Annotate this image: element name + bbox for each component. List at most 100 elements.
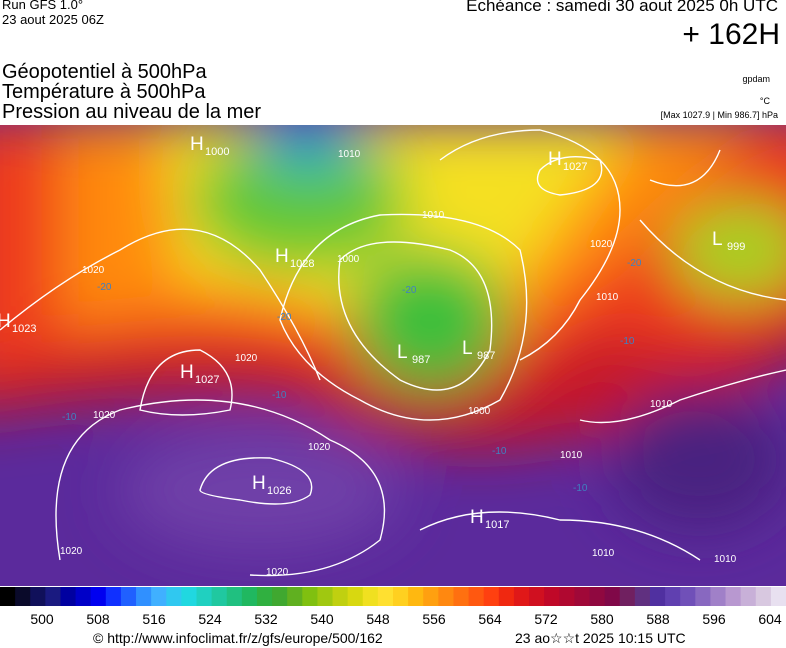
colorbar-swatch bbox=[317, 587, 334, 606]
center-type: L bbox=[397, 342, 408, 363]
colorbar-swatch bbox=[513, 587, 530, 606]
colorbar-swatch bbox=[151, 587, 167, 606]
colorbar-tick-label: 516 bbox=[142, 611, 166, 627]
colorbar-swatch bbox=[45, 587, 61, 606]
colorbar-tick-label: 588 bbox=[646, 611, 670, 627]
center-type: H bbox=[275, 246, 289, 267]
isobar-label: 1020 bbox=[60, 546, 83, 557]
colorbar-tick-label: 604 bbox=[758, 611, 782, 627]
colorbar-swatch bbox=[438, 587, 454, 606]
colorbar-swatch bbox=[649, 587, 666, 606]
center-value: 1017 bbox=[485, 519, 509, 531]
colorbar-tick-label: 564 bbox=[478, 611, 502, 627]
colorbar-swatch bbox=[634, 587, 651, 606]
colorbar-swatch bbox=[468, 587, 485, 606]
center-type: H bbox=[190, 134, 204, 155]
colorbar-swatch bbox=[755, 587, 772, 606]
center-type: H bbox=[252, 473, 266, 494]
colorbar-swatch bbox=[453, 587, 470, 606]
colorbar-swatch bbox=[710, 587, 727, 606]
isobar-label: 1010 bbox=[422, 210, 445, 221]
colorbar-swatch bbox=[287, 587, 303, 606]
colorbar-swatch bbox=[483, 587, 500, 606]
colorbar-swatch bbox=[574, 587, 590, 606]
colorbar-swatch bbox=[226, 587, 243, 606]
colorbar-swatch bbox=[302, 587, 318, 606]
isobar-label: 1010 bbox=[338, 149, 361, 160]
isobar-label: 1020 bbox=[590, 239, 613, 250]
colorbar-swatch bbox=[211, 587, 228, 606]
center-value: 1023 bbox=[12, 323, 36, 335]
unit: °C bbox=[759, 96, 770, 106]
temperature-label: -10 bbox=[62, 412, 77, 423]
colorbar-tick-label: 596 bbox=[702, 611, 726, 627]
colorbar-swatch bbox=[770, 587, 786, 606]
colorbar-swatch bbox=[75, 587, 92, 606]
colorbar-swatch bbox=[362, 587, 379, 606]
colorbar-swatch bbox=[393, 587, 409, 606]
colorbar-swatch bbox=[559, 587, 575, 606]
field: Géopotentiel à 500hPa bbox=[2, 61, 207, 83]
colorbar-swatch bbox=[589, 587, 606, 606]
colorbar-tick-label: 540 bbox=[310, 611, 334, 627]
isobar-label: 1010 bbox=[714, 554, 737, 565]
colorbar-swatch bbox=[166, 587, 182, 606]
colorbar-swatch bbox=[332, 587, 349, 606]
lead-time: + 162H bbox=[682, 18, 780, 51]
center-type: L bbox=[462, 338, 473, 359]
colorbar-swatch bbox=[725, 587, 742, 606]
colorbar-tick-label: 508 bbox=[86, 611, 110, 627]
echeance: Echéance : samedi 30 aout 2025 0h UTC bbox=[466, 0, 778, 15]
colorbar-tick-label: 532 bbox=[254, 611, 278, 627]
center-value: 1027 bbox=[563, 161, 587, 173]
colorbar-swatch bbox=[256, 587, 273, 606]
temperature-label: -10 bbox=[492, 446, 507, 457]
colorbar-swatch bbox=[181, 587, 197, 606]
center-value: 1027 bbox=[195, 374, 219, 386]
isobar-label: 1010 bbox=[560, 450, 583, 461]
colorbar-tick-label: 556 bbox=[422, 611, 446, 627]
center-type: L bbox=[712, 229, 723, 250]
colorbar-swatch bbox=[498, 587, 515, 606]
colorbar-swatch bbox=[272, 587, 288, 606]
temperature-label: -10 bbox=[620, 336, 635, 347]
colorbar-swatch bbox=[408, 587, 424, 606]
center-value: 1000 bbox=[205, 146, 229, 158]
colorbar-swatch bbox=[740, 587, 757, 606]
colorbar-swatch bbox=[665, 587, 681, 606]
isobar-label: 1020 bbox=[308, 442, 331, 453]
timestamp: 23 ao☆☆t 2025 10:15 UTC bbox=[515, 630, 686, 646]
colorbar-swatch bbox=[120, 587, 137, 606]
colorbar-swatch bbox=[680, 587, 696, 606]
colorbar-swatch bbox=[60, 587, 77, 606]
colorbar-swatch bbox=[619, 587, 636, 606]
run: Run GFS 1.0° bbox=[2, 0, 84, 12]
temperature-label: -10 bbox=[272, 390, 287, 401]
unit: [Max 1027.9 | Min 986.7] hPa bbox=[660, 110, 778, 120]
colorbar-tick-label: 524 bbox=[198, 611, 222, 627]
center-type: H bbox=[180, 362, 194, 383]
colorbar-tick-label: 572 bbox=[534, 611, 558, 627]
colorbar-swatch bbox=[347, 587, 364, 606]
colorbar-tick-label: 580 bbox=[590, 611, 614, 627]
colorbar-swatch bbox=[0, 587, 16, 606]
isobar-label: 1020 bbox=[235, 353, 258, 364]
colorbar-swatch bbox=[105, 587, 122, 606]
isobar-label: 1000 bbox=[468, 406, 491, 417]
colorbar-swatch bbox=[241, 587, 258, 606]
source: © http://www.infoclimat.fr/z/gfs/europe/… bbox=[93, 630, 383, 646]
center-value: 987 bbox=[412, 354, 430, 366]
colorbar bbox=[0, 587, 786, 606]
field: Température à 500hPa bbox=[2, 81, 206, 103]
colorbar-swatch bbox=[377, 587, 394, 606]
colorbar-swatch bbox=[544, 587, 560, 606]
colorbar-swatch bbox=[30, 587, 46, 606]
isobar-label: 1010 bbox=[592, 548, 615, 559]
isobar-label: 1020 bbox=[266, 567, 289, 578]
center-value: 1026 bbox=[267, 485, 291, 497]
center-type: H bbox=[470, 507, 484, 528]
field-map bbox=[0, 125, 786, 586]
temperature-label: -20 bbox=[402, 285, 417, 296]
isobars bbox=[0, 129, 786, 577]
